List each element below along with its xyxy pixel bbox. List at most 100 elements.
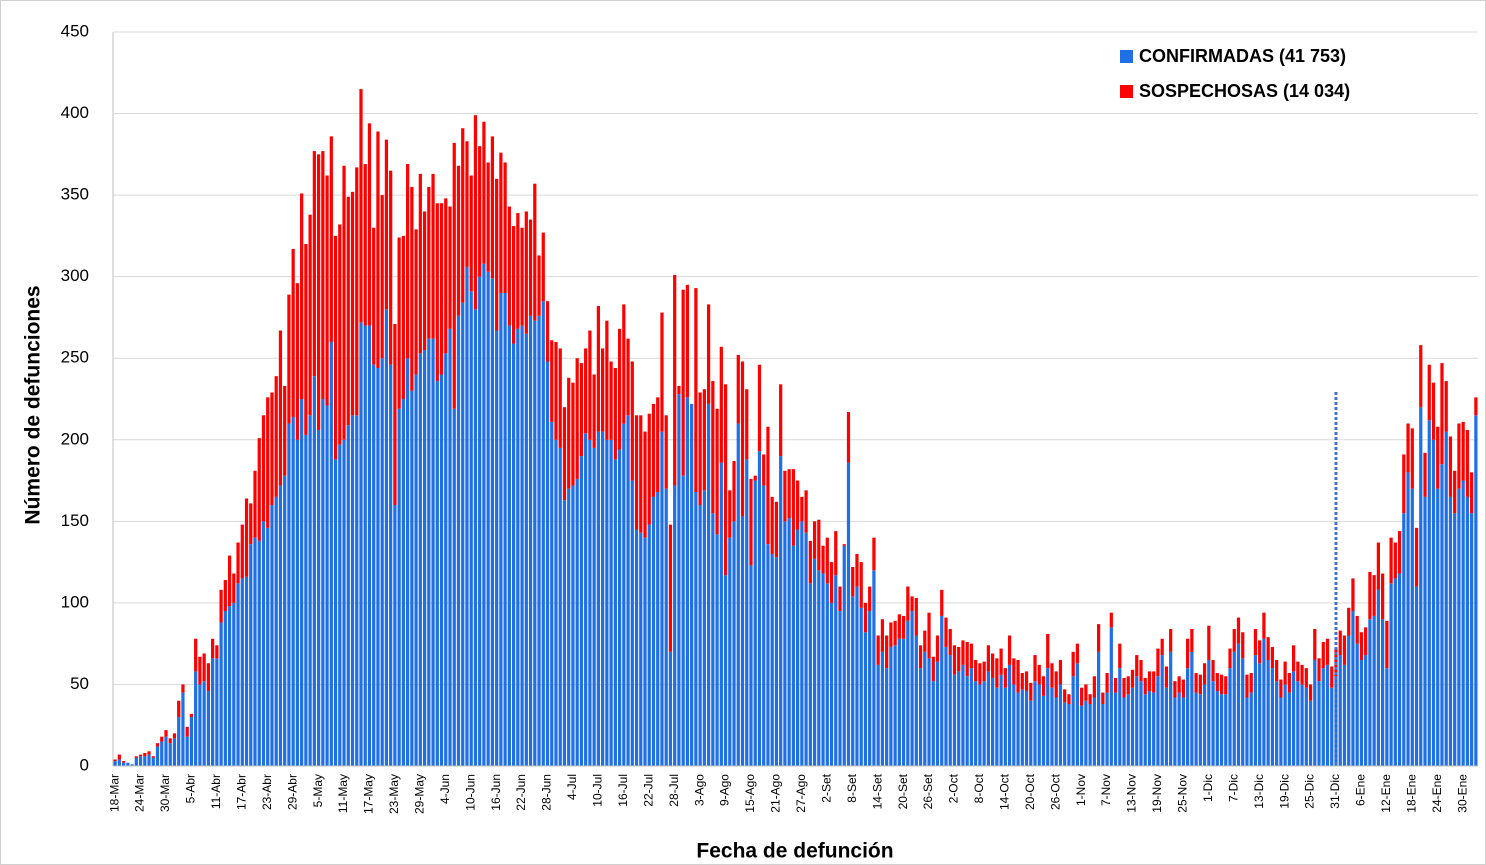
- bar-segment: [333, 235, 338, 460]
- bar-segment: [567, 377, 571, 489]
- bar-segment: [931, 681, 935, 766]
- x-tick-label: 15-Ago: [743, 774, 757, 813]
- bar-segment: [584, 348, 588, 434]
- bar-segment: [812, 558, 817, 766]
- bar-segment: [1054, 697, 1058, 766]
- bar-segment: [1003, 668, 1007, 688]
- bar-segment: [1215, 673, 1219, 691]
- bar-segment: [681, 289, 685, 476]
- bar-segment: [1063, 689, 1067, 703]
- bar-segment: [1325, 638, 1330, 665]
- bar-segment: [1143, 677, 1147, 695]
- bar-segment: [389, 170, 393, 365]
- bar-segment: [1427, 420, 1431, 766]
- bar-segment: [948, 655, 952, 766]
- x-tick-label: 30-Ene: [1455, 774, 1469, 813]
- bar-segment: [575, 478, 579, 766]
- x-tick-label: 2-Oct: [947, 773, 961, 803]
- y-tick-label: 400: [61, 103, 89, 122]
- bar-segment: [1033, 655, 1037, 682]
- bar-segment: [507, 206, 511, 326]
- bar-segment: [227, 555, 232, 607]
- bar-segment: [414, 229, 418, 375]
- bar-segment: [211, 638, 215, 659]
- bar-segment: [147, 754, 151, 766]
- bar-segment: [1308, 684, 1313, 701]
- bar-segment: [274, 376, 278, 497]
- bar-segment: [160, 741, 164, 766]
- bar-segment: [541, 301, 545, 766]
- bar-segment: [1202, 684, 1207, 766]
- bar-segment: [223, 580, 227, 612]
- bar-segment: [1190, 651, 1194, 766]
- bar-segment: [240, 524, 244, 579]
- bar-segment: [558, 348, 562, 448]
- bar-segment: [800, 496, 804, 522]
- bar-segment: [291, 416, 295, 766]
- bar-segment: [872, 570, 876, 766]
- bar-segment: [1431, 439, 1436, 766]
- bar-segment: [274, 496, 278, 766]
- bar-segment: [1050, 663, 1054, 688]
- x-tick-label: 11-May: [336, 774, 350, 813]
- bar-segment: [1224, 676, 1228, 695]
- bar-segment: [808, 540, 812, 584]
- bar-segment: [630, 480, 634, 766]
- bar-segment: [1092, 697, 1096, 766]
- bar-segment: [1410, 488, 1414, 766]
- bar-segment: [1177, 692, 1181, 766]
- x-axis-title: Fecha de defunción: [696, 840, 893, 863]
- x-tick-label: 14-Set: [870, 773, 884, 809]
- bar-segment: [1253, 655, 1258, 766]
- bar-segment: [952, 645, 957, 675]
- bar-segment: [1024, 671, 1029, 691]
- bar-segment: [380, 195, 384, 359]
- bar-segment: [740, 361, 745, 517]
- bar-segment: [1037, 684, 1041, 766]
- bar-segment: [1364, 655, 1368, 766]
- bar-segment: [189, 713, 194, 718]
- bar-segment: [1381, 573, 1385, 620]
- bar-segment: [855, 586, 859, 766]
- bar-segment: [1266, 659, 1270, 766]
- bar-segment: [533, 183, 537, 321]
- bar-segment: [893, 645, 897, 766]
- bar-segment: [668, 524, 673, 652]
- bar-segment: [584, 433, 588, 766]
- bar-segment: [1139, 659, 1143, 682]
- bar-segment: [1135, 676, 1139, 766]
- bar-segment: [1427, 364, 1431, 421]
- bar-segment: [969, 643, 974, 669]
- bar-segment: [198, 684, 202, 766]
- bar-segment: [935, 661, 940, 766]
- bar-segment: [113, 761, 117, 766]
- bar-segment: [261, 521, 266, 766]
- bar-segment: [143, 756, 147, 766]
- y-tick-label: 200: [61, 429, 89, 448]
- bar-segment: [316, 429, 321, 766]
- bar-segment: [634, 529, 639, 766]
- bar-segment: [511, 226, 516, 344]
- x-tick-label: 22-Jun: [514, 774, 528, 811]
- bar-segment: [1453, 513, 1457, 766]
- bar-segment: [1092, 676, 1096, 698]
- bar-segment: [766, 426, 770, 545]
- bar-segment: [346, 425, 350, 766]
- bar-segment: [422, 211, 427, 351]
- bar-segment: [1211, 659, 1215, 682]
- bar-segment: [757, 451, 762, 766]
- bar-segment: [1317, 658, 1321, 682]
- bar-segment: [901, 615, 906, 639]
- bar-segment: [906, 620, 910, 766]
- bar-segment: [702, 389, 706, 491]
- bar-segment: [1351, 611, 1355, 766]
- bar-segment: [1385, 668, 1389, 766]
- bar-segment: [1470, 472, 1474, 514]
- bar-segment: [940, 615, 944, 766]
- bar-segment: [376, 131, 380, 369]
- bar-segment: [486, 271, 490, 766]
- y-tick-label: 100: [61, 592, 89, 611]
- bar-segment: [397, 237, 401, 409]
- bar-segment: [172, 738, 177, 766]
- bar-segment: [312, 151, 316, 377]
